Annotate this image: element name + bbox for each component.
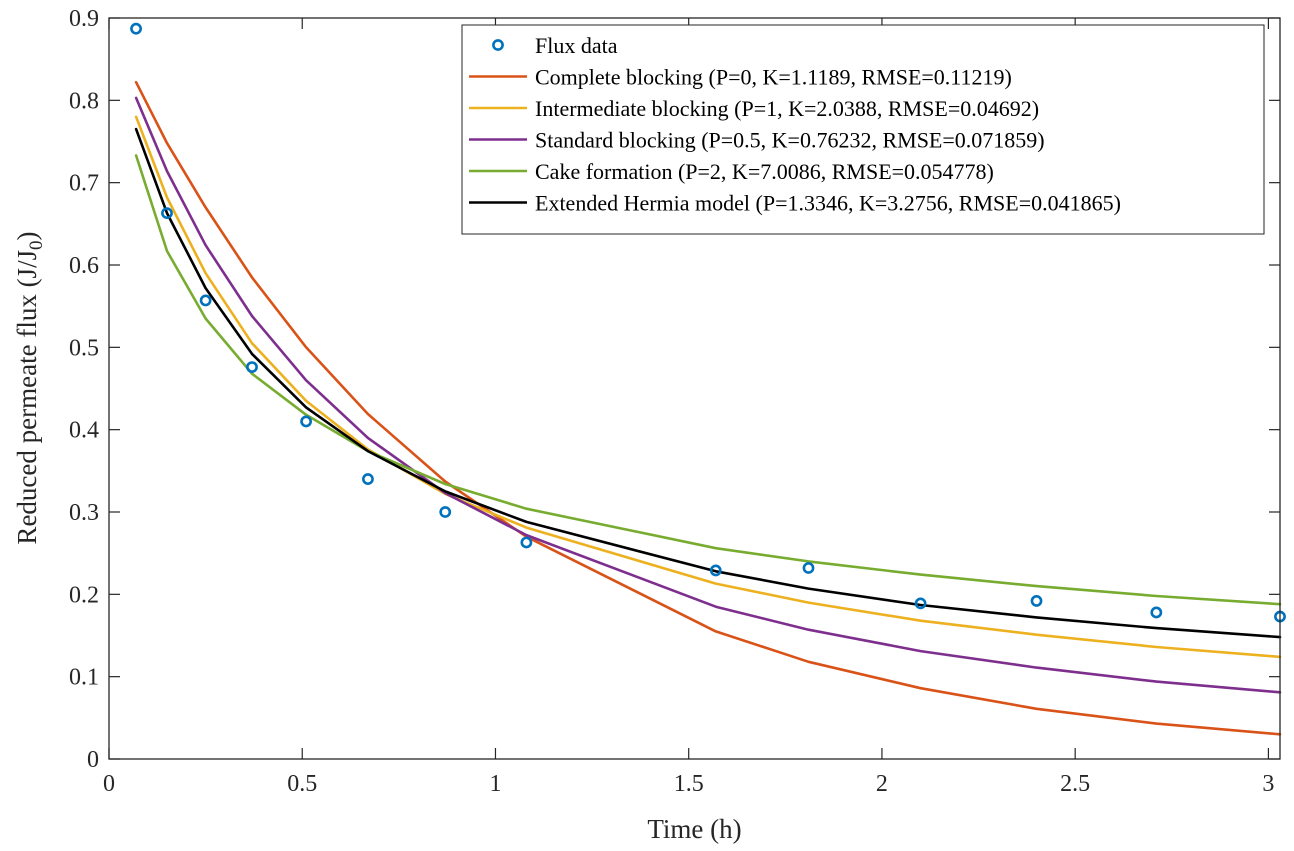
x-tick-label: 0.5 — [287, 771, 317, 797]
y-axis-label: Reduced permeate flux (J/J0) — [12, 231, 47, 544]
legend-label-1: Complete blocking (P=0, K=1.1189, RMSE=0… — [535, 65, 1012, 90]
y-axis-label-main: Reduced permeate flux (J/J — [12, 250, 42, 545]
x-tick-label: 0 — [103, 771, 115, 797]
series-line-2 — [134, 115, 1282, 659]
legend-label-2: Intermediate blocking (P=1, K=2.0388, RM… — [535, 96, 1039, 121]
y-tick-label: 0.6 — [69, 253, 99, 279]
y-axis-label-tail: ) — [12, 231, 42, 240]
plot-frame — [108, 17, 1281, 760]
legend: Flux data Complete blocking (P=0, K=1.118… — [461, 24, 1265, 235]
y-tick-label: 0.3 — [69, 500, 99, 526]
legend-label-5: Extended Hermia model (P=1.3346, K=3.275… — [535, 191, 1121, 216]
flux-data-point — [300, 415, 312, 428]
y-tick-label: 0.1 — [69, 665, 99, 691]
plot-markers — [130, 22, 1286, 623]
y-tick-label: 0.8 — [69, 88, 99, 114]
legend-label-4: Cake formation (P=2, K=7.0086, RMSE=0.05… — [535, 159, 994, 184]
flux-data-point — [199, 294, 212, 307]
series-line-4 — [134, 154, 1282, 606]
y-tick-label: 0.2 — [69, 582, 99, 608]
flux-data-point — [802, 562, 815, 574]
plot-lines — [134, 80, 1282, 736]
y-tick-label: 0.4 — [69, 418, 99, 444]
y-tick-labels: 0 0.1 0.2 0.3 0.4 0.5 0.6 0.7 0.8 0.9 — [69, 6, 99, 773]
y-tick-label: 0.5 — [69, 335, 99, 361]
flux-data-point — [130, 22, 142, 35]
flux-data-point — [709, 564, 722, 577]
series-line-5 — [134, 127, 1282, 639]
flux-data-point — [1150, 606, 1163, 619]
y-tick-label: 0.7 — [69, 171, 99, 197]
flux-data-point — [520, 536, 533, 549]
x-tick-label: 1 — [489, 771, 501, 797]
legend-label-3: Standard blocking (P=0.5, K=0.76232, RMS… — [535, 128, 1045, 153]
x-axis-label: Time (h) — [647, 814, 741, 844]
series-line-3 — [134, 96, 1282, 694]
x-tick-label: 2 — [876, 771, 888, 797]
flux-data-point — [362, 473, 374, 485]
x-tick-label: 3 — [1262, 771, 1274, 797]
x-tick-label: 2.5 — [1060, 771, 1090, 797]
flux-data-point — [914, 597, 927, 610]
y-axis-label-subscript: 0 — [26, 240, 47, 250]
x-tick-labels: 0 0.5 1 1.5 2 2.5 3 — [103, 771, 1274, 797]
legend-label-0: Flux data — [535, 33, 618, 58]
legend-box — [461, 24, 1265, 235]
x-tick-label: 1.5 — [674, 771, 704, 797]
y-tick-label: 0.9 — [69, 6, 99, 32]
flux-data-point — [439, 506, 452, 518]
legend-marker-flux-data — [492, 39, 504, 51]
flux-data-point — [246, 361, 258, 373]
series-line-1 — [134, 80, 1282, 736]
y-tick-label: 0 — [87, 747, 99, 773]
flux-data-point — [1030, 595, 1043, 607]
flux-data-point — [161, 207, 173, 220]
